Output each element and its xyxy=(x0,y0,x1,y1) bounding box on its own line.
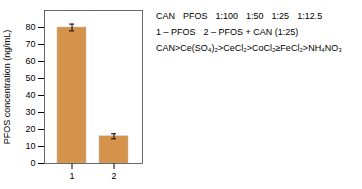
html-text:1:50: 1:50 xyxy=(246,11,264,21)
svg-text:80: 80 xyxy=(25,22,35,32)
svg-text:PFOS concentration (ng/mL): PFOS concentration (ng/mL) xyxy=(2,30,12,145)
html-text:PFOS: PFOS xyxy=(183,11,208,21)
html-text:CAN: CAN xyxy=(156,11,175,21)
html-text:1:25: 1:25 xyxy=(271,11,290,21)
svg-text:40: 40 xyxy=(25,90,35,100)
html-text:2 – PFOS + CAN (1:25): 2 – PFOS + CAN (1:25) xyxy=(203,27,299,38)
html-text:1:12.5: 1:12.5 xyxy=(297,11,323,21)
svg-text:0: 0 xyxy=(30,158,35,168)
html-text:CAN>Ce(SO₄)₂>CeCl₂>CoCl₂≥FeCl₂: CAN>Ce(SO₄)₂>CeCl₂>CoCl₂≥FeCl₂>NH₄NO₃ xyxy=(156,43,342,54)
svg-text:50: 50 xyxy=(25,73,35,83)
svg-text:20: 20 xyxy=(25,124,35,134)
svg-text:1: 1 xyxy=(69,171,74,181)
html-text:1:100: 1:100 xyxy=(215,11,239,21)
svg-text:10: 10 xyxy=(25,141,35,151)
svg-text:30: 30 xyxy=(25,107,35,117)
svg-text:60: 60 xyxy=(25,56,35,66)
html-text:1 – PFOS: 1 – PFOS xyxy=(156,27,196,38)
svg-text:70: 70 xyxy=(25,39,35,49)
svg-text:2: 2 xyxy=(111,171,116,181)
